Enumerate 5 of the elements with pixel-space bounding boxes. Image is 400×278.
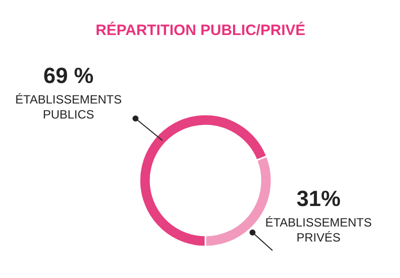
data-label: 31% [296,186,341,211]
slice-label: ÉTABLISSEMENTS PRIVÉS [265,216,372,244]
chart-title: RÉPARTITION PUBLIC/PRIVÉ [96,21,306,39]
data-label: 69 % [43,63,94,88]
slice-label: ÉTABLISSEMENTS PUBLICS [15,92,122,122]
